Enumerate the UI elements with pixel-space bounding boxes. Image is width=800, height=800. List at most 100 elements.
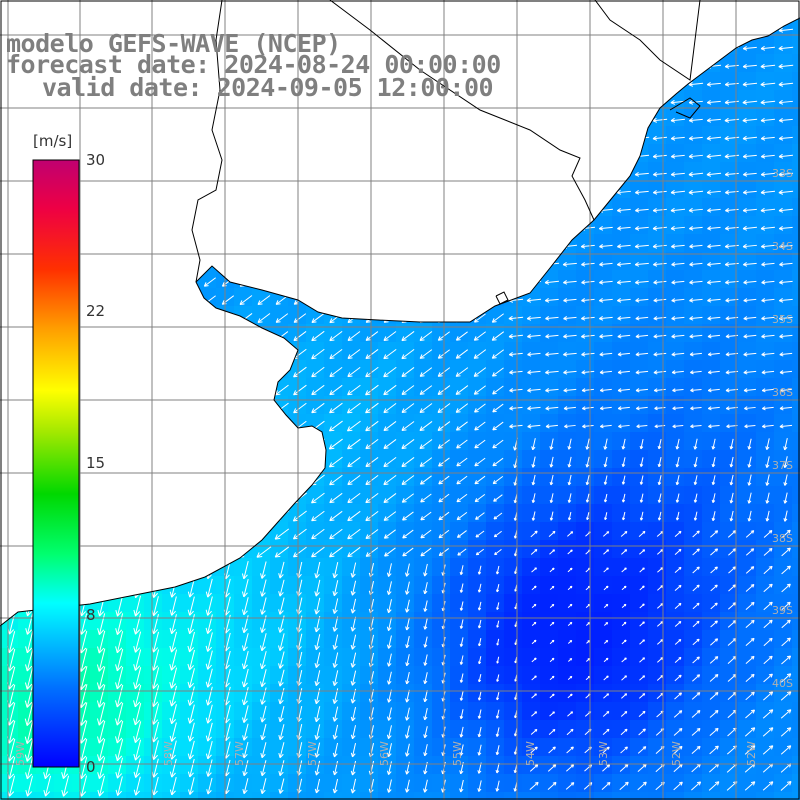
wind-speed-cell <box>612 774 631 793</box>
wind-speed-cell <box>792 306 800 325</box>
wind-speed-cell <box>738 162 757 181</box>
wind-speed-cell <box>342 432 361 451</box>
wind-speed-cell <box>684 720 703 739</box>
wind-arrow <box>670 135 685 141</box>
wind-speed-cell <box>450 576 469 595</box>
wind-speed-cell <box>522 792 541 800</box>
wind-speed-cell <box>702 774 721 793</box>
wind-speed-cell <box>468 522 487 541</box>
wind-speed-cell <box>486 684 505 703</box>
wind-speed-cell <box>612 414 631 433</box>
wind-speed-cell <box>666 540 685 559</box>
wind-speed-cell <box>648 144 667 163</box>
wind-speed-cell <box>288 540 307 559</box>
wind-speed-cell <box>486 522 505 541</box>
wind-speed-cell <box>702 522 721 541</box>
wind-speed-cell <box>774 504 793 523</box>
wind-speed-cell <box>558 720 577 739</box>
wind-speed-cell <box>684 288 703 307</box>
wind-speed-cell <box>756 540 775 559</box>
wind-speed-cell <box>522 594 541 613</box>
wind-speed-cell <box>630 666 649 685</box>
wind-speed-cell <box>558 414 577 433</box>
wind-speed-cell <box>504 720 523 739</box>
wind-speed-cell <box>648 468 667 487</box>
wind-speed-cell <box>414 342 433 361</box>
wind-speed-cell <box>666 774 685 793</box>
wind-speed-cell <box>738 648 757 667</box>
wind-speed-cell <box>450 432 469 451</box>
wind-speed-cell <box>468 648 487 667</box>
wind-speed-cell <box>702 630 721 649</box>
lat-label-35s: 35S <box>772 313 793 326</box>
wind-speed-cell <box>594 774 613 793</box>
wind-speed-cell <box>630 486 649 505</box>
wind-speed-cell <box>738 612 757 631</box>
wind-speed-cell <box>774 270 793 289</box>
wind-speed-cell <box>360 648 379 667</box>
wind-speed-cell <box>666 162 685 181</box>
wind-arrow <box>635 207 649 213</box>
wind-speed-cell <box>504 792 523 800</box>
wind-arrow <box>778 63 794 69</box>
wind-speed-cell <box>378 432 397 451</box>
wind-speed-cell <box>792 162 800 181</box>
wind-speed-cell <box>378 756 397 775</box>
wind-speed-cell <box>630 432 649 451</box>
wind-speed-cell <box>90 684 109 703</box>
wind-arrow <box>670 207 686 213</box>
wind-speed-cell <box>612 324 631 343</box>
wind-speed-cell <box>792 342 800 361</box>
lon-label-52w: 52W <box>670 741 683 766</box>
wind-speed-cell <box>720 108 739 127</box>
wind-speed-cell <box>792 450 800 469</box>
wind-speed-cell <box>414 576 433 595</box>
wind-speed-cell <box>666 414 685 433</box>
wind-speed-cell <box>306 756 325 775</box>
wind-speed-cell <box>360 540 379 559</box>
wind-speed-cell <box>684 558 703 577</box>
wind-speed-cell <box>774 792 793 800</box>
wind-arrow <box>688 81 704 87</box>
wind-speed-cell <box>486 486 505 505</box>
wind-speed-cell <box>522 468 541 487</box>
wind-speed-cell <box>666 558 685 577</box>
wind-speed-cell <box>666 126 685 145</box>
lon-label-57w-a: 57W <box>233 741 246 766</box>
wind-speed-cell <box>234 792 253 800</box>
wind-speed-cell <box>558 324 577 343</box>
wind-speed-cell <box>360 756 379 775</box>
wind-arrow <box>598 225 613 231</box>
wind-speed-cell <box>774 180 793 199</box>
wind-speed-cell <box>702 306 721 325</box>
wind-speed-cell <box>630 270 649 289</box>
wind-speed-cell <box>648 666 667 685</box>
wind-speed-cell <box>522 360 541 379</box>
wind-speed-cell <box>558 774 577 793</box>
wind-speed-cell <box>504 486 523 505</box>
wind-speed-cell <box>558 306 577 325</box>
wind-speed-cell <box>720 648 739 667</box>
wind-speed-cell <box>684 630 703 649</box>
wind-speed-cell <box>612 594 631 613</box>
wind-speed-cell <box>252 684 271 703</box>
wind-speed-cell <box>720 162 739 181</box>
wind-speed-cell <box>720 594 739 613</box>
wind-speed-cell <box>414 756 433 775</box>
wind-speed-cell <box>756 720 775 739</box>
wind-speed-cell <box>666 576 685 595</box>
wind-speed-cell <box>756 522 775 541</box>
wind-speed-cell <box>324 486 343 505</box>
wind-speed-cell <box>648 252 667 271</box>
wind-speed-cell <box>396 684 415 703</box>
wind-speed-cell <box>432 648 451 667</box>
wind-speed-cell <box>774 360 793 379</box>
wind-speed-cell <box>720 450 739 469</box>
wind-speed-cell <box>468 720 487 739</box>
wind-speed-cell <box>342 522 361 541</box>
wind-arrow <box>706 81 721 87</box>
wind-speed-cell <box>576 378 595 397</box>
wind-arrow <box>671 280 685 285</box>
wind-speed-cell <box>522 630 541 649</box>
wind-speed-cell <box>324 432 343 451</box>
